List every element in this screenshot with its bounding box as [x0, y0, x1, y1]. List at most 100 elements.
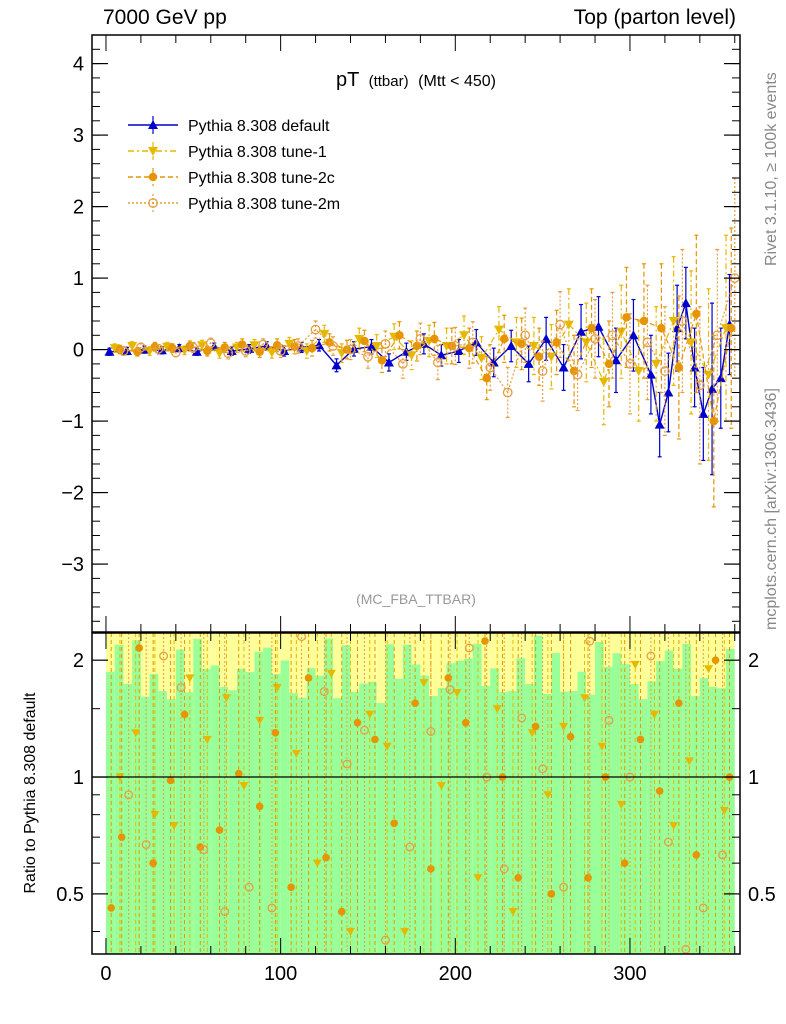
ratio-band-inner — [577, 671, 587, 954]
ratio-point — [135, 644, 143, 652]
data-point — [398, 358, 408, 369]
ratio-band-inner — [472, 643, 482, 954]
ratio-point — [166, 776, 175, 785]
ratio-band-inner — [385, 644, 395, 954]
y-tick-label: −3 — [61, 554, 84, 576]
data-point — [552, 338, 561, 347]
x-tick-label: 200 — [439, 963, 472, 985]
ratio-point — [271, 728, 280, 737]
data-point — [170, 347, 181, 358]
ratio-band-inner — [306, 668, 316, 954]
ratio-point — [452, 689, 462, 698]
ratio-point — [346, 927, 356, 936]
ratio-axis-ticks: 0.5 0.5 1 1 2 2 0 100 200 300 — [56, 633, 776, 985]
ratio-band-inner — [481, 685, 491, 954]
y-tick-label: 0 — [73, 340, 84, 362]
ratio-point — [400, 927, 410, 936]
ratio-band-inner — [542, 694, 552, 954]
ratio-point — [220, 907, 230, 917]
data-point — [712, 330, 723, 341]
ratio-band-inner — [682, 643, 692, 954]
data-point — [604, 359, 614, 369]
ratio-point — [185, 674, 195, 683]
ratio-series-1 — [115, 633, 729, 954]
ratio-y-tick-label: 0.5 — [56, 884, 84, 906]
ratio-point — [646, 651, 656, 661]
ratio-band-inner — [664, 650, 674, 954]
ratio-point — [287, 883, 295, 892]
ratio-band-inner — [167, 699, 176, 954]
data-point — [249, 341, 260, 351]
ratio-band-inner — [708, 686, 718, 954]
ratio-point — [663, 837, 673, 847]
data-point — [642, 337, 653, 348]
ratio-point — [426, 727, 436, 736]
ratio-point — [141, 840, 151, 850]
ratio-point — [150, 811, 160, 820]
y-tick-label: 2 — [73, 197, 84, 219]
ratio-point — [655, 787, 664, 795]
ratio-point — [543, 791, 553, 800]
ratio-band-inner — [612, 653, 622, 954]
ratio-band-inner — [647, 681, 657, 954]
data-point — [363, 351, 373, 362]
ratio-band-inner — [210, 665, 220, 954]
ratio-band-inner — [123, 683, 133, 954]
ratio-point — [464, 643, 474, 653]
y-tick-label: −2 — [61, 483, 84, 505]
plot-title: pT (ttbar) (Mtt < 450) — [336, 69, 496, 91]
data-point — [546, 352, 557, 362]
ratio-band-inner — [525, 683, 534, 954]
ratio-uncertainty-bands — [105, 633, 735, 954]
ratio-band-inner — [464, 658, 473, 954]
legend-label: Pythia 8.308 tune-1 — [188, 144, 327, 161]
ratio-band-inner — [245, 672, 255, 954]
data-point — [203, 346, 212, 356]
data-point — [572, 369, 583, 380]
ratio-band-inner — [271, 674, 281, 954]
ratio-band-inner — [315, 675, 325, 954]
ratio-point — [719, 806, 729, 815]
data-point — [447, 341, 457, 351]
data-point — [377, 356, 387, 365]
ratio-band-inner — [560, 691, 569, 954]
ratio-point — [380, 935, 390, 945]
ratio-point — [718, 850, 728, 860]
ratio-point — [636, 735, 645, 744]
ratio-band-inner — [673, 668, 683, 954]
ratio-point — [131, 729, 141, 738]
data-point — [275, 346, 286, 356]
ratio-point — [149, 859, 157, 867]
data-point — [310, 324, 321, 335]
ratio-band-inner — [402, 644, 412, 954]
data-point — [153, 343, 164, 354]
ratio-point — [445, 685, 455, 695]
ratio-point — [365, 710, 375, 719]
data-point — [395, 331, 404, 340]
ratio-point — [527, 729, 537, 738]
data-point — [707, 383, 718, 393]
legend-marker — [148, 147, 158, 156]
data-point — [191, 346, 202, 356]
ratio-point — [272, 683, 282, 693]
ratio-band-inner — [411, 664, 421, 954]
y-tick-label: 4 — [73, 54, 84, 76]
data-point — [686, 338, 697, 348]
ratio-point — [319, 687, 329, 697]
ratio-band-inner — [341, 645, 351, 954]
ratio-point — [199, 845, 209, 855]
data-point — [590, 333, 600, 344]
ratio-band-inner — [280, 660, 290, 954]
ratio-point — [616, 800, 626, 809]
data-point — [488, 357, 499, 367]
ratio-point — [342, 759, 352, 769]
ratio-band-inner — [717, 688, 727, 954]
ratio-point — [255, 802, 264, 811]
ratio-band-inner — [429, 696, 438, 954]
ratio-point — [649, 710, 659, 719]
ratio-point — [304, 674, 313, 682]
x-tick-label: 0 — [100, 963, 111, 985]
ratio-point — [180, 710, 189, 719]
data-point — [319, 329, 330, 339]
ratio-point — [405, 842, 415, 852]
